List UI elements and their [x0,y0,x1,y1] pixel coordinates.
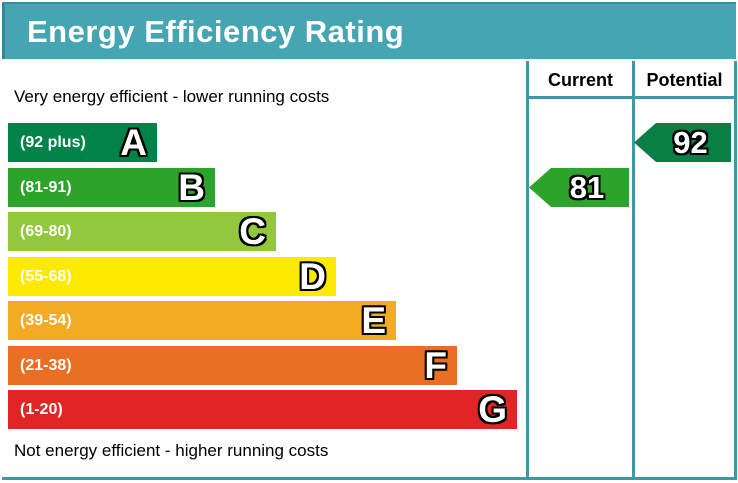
band-range-label: (55-68) [20,267,72,285]
band-range-label: (81-91) [20,178,72,196]
potential-column-header: Potential [646,69,723,90]
band-range-label: (39-54) [20,311,72,329]
title-bar: Energy Efficiency Rating [2,2,736,59]
band-range-label: (92 plus) [20,133,86,151]
bottom-note: Not energy efficient - higher running co… [14,441,329,460]
band-f: (21-38) F [8,346,457,385]
potential-rating-arrow: 92 [634,123,731,162]
grid-line-right [734,61,737,480]
band-letter: C [239,211,266,252]
band-letter: E [361,300,386,341]
band-range-label: (21-38) [20,356,72,374]
band-a: (92 plus) A [8,123,157,162]
band-g: (1-20) G [8,390,517,429]
page-title: Energy Efficiency Rating [27,13,405,49]
band-letter: D [299,256,326,297]
potential-rating-value: 92 [673,124,708,160]
band-e: (39-54) E [8,301,396,340]
band-range-label: (69-80) [20,222,72,240]
grid-line-bottom [2,477,737,480]
band-letter: G [478,389,507,430]
band-letter: A [120,122,147,163]
grid-line-header-bottom [526,96,737,99]
current-column-header: Current [547,69,613,90]
band-range-label: (1-20) [20,400,63,418]
band-letter: B [178,167,205,208]
band-letter: F [424,345,447,386]
top-note: Very energy efficient - lower running co… [14,87,330,106]
grid-line-potential-left [632,61,635,480]
grid-line-current-left [526,61,529,480]
band-b: (81-91) B [8,168,215,207]
current-rating-arrow: 81 [529,168,629,207]
band-d: (55-68) D [8,257,336,296]
band-c: (69-80) C [8,212,276,251]
current-rating-value: 81 [569,169,605,205]
